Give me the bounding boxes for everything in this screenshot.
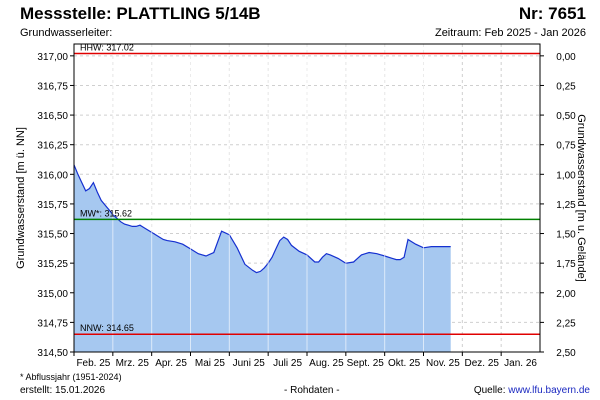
right-tick-label: 1,50 (556, 230, 576, 241)
x-tick-label: Nov. 25 (426, 358, 460, 369)
created-date: erstellt: 15.01.2026 (20, 385, 106, 396)
x-tick-label: Jan. 26 (504, 358, 537, 369)
reference-line-label: NNW: 314.65 (80, 323, 134, 333)
left-tick-label: 316,00 (37, 170, 68, 181)
station-number: Nr: 7651 (518, 4, 586, 23)
source-link[interactable]: www.lfu.bayern.de (508, 385, 590, 396)
x-tick-label: Juni 25 (233, 358, 266, 369)
right-axis-label: Grundwasserstand [m u. Gelände] (575, 114, 587, 282)
source: Quelle: www.lfu.bayern.de (474, 385, 590, 396)
series-line (73, 164, 451, 274)
right-tick-label: 0,75 (556, 141, 576, 152)
series-area-fill (74, 164, 451, 352)
x-tick-label: Okt. 25 (388, 358, 421, 369)
aquifer-label: Grundwasserleiter: (20, 27, 113, 39)
left-tick-label: 315,00 (37, 289, 68, 300)
period-label: Zeitraum: Feb 2025 - Jan 2026 (434, 27, 586, 39)
x-tick-label: Dez. 25 (465, 358, 500, 369)
x-tick-label: Feb. 25 (76, 358, 110, 369)
right-tick-label: 2,25 (556, 318, 576, 329)
right-tick-label: 1,25 (556, 200, 576, 211)
left-tick-label: 316,50 (37, 111, 68, 122)
left-tick-label: 315,50 (37, 230, 68, 241)
right-tick-label: 1,00 (556, 170, 576, 181)
left-tick-label: 315,75 (37, 200, 68, 211)
left-tick-label: 316,75 (37, 81, 68, 92)
right-tick-label: 0,50 (556, 111, 576, 122)
left-axis-ticks: 317,00 316,75 316,50 316,25 316,00 315,75 315,… (37, 52, 74, 359)
reference-line-label: MW*: 315.62 (80, 208, 132, 218)
right-tick-label: 0,00 (556, 52, 576, 63)
x-tick-label: Mrz. 25 (116, 358, 150, 369)
right-tick-label: 0,25 (556, 81, 576, 92)
x-axis-ticks: Feb. 25 Mrz. 25 Apr. 25 Mai 25 Juni 25 Juli 2… (73, 352, 537, 369)
footnote: * Abflussjahr (1951-2024) (20, 372, 122, 382)
x-tick-label: Aug. 25 (309, 358, 344, 369)
x-tick-label: Apr. 25 (155, 358, 187, 369)
left-tick-label: 314,50 (37, 348, 68, 359)
left-tick-label: 316,25 (37, 141, 68, 152)
right-tick-label: 2,50 (556, 348, 576, 359)
left-tick-label: 315,25 (37, 259, 68, 270)
x-tick-label: Sept. 25 (347, 358, 385, 369)
reference-line-label: HHW: 317.02 (80, 42, 134, 52)
x-tick-label: Mai 25 (195, 358, 225, 369)
station-title: Messstelle: PLATTLING 5/14B (20, 4, 261, 23)
right-tick-label: 1,75 (556, 259, 576, 270)
raw-data-label: - Rohdaten - (284, 385, 340, 396)
left-tick-label: 314,75 (37, 318, 68, 329)
left-axis-label: Grundwasserstand [m ü. NN] (15, 127, 27, 269)
x-tick-label: Juli 25 (273, 358, 302, 369)
right-axis-ticks: 0,00 0,25 0,50 0,75 1,00 1,25 1,50 1,75 2,00 2,25… (540, 52, 576, 359)
left-tick-label: 317,00 (37, 52, 68, 63)
source-prefix: Quelle: (473, 385, 509, 396)
reference-lines: HHW: 317.02 MW*: 315.62 NNW: 314.65 (74, 42, 540, 352)
right-tick-label: 2,00 (556, 289, 576, 300)
